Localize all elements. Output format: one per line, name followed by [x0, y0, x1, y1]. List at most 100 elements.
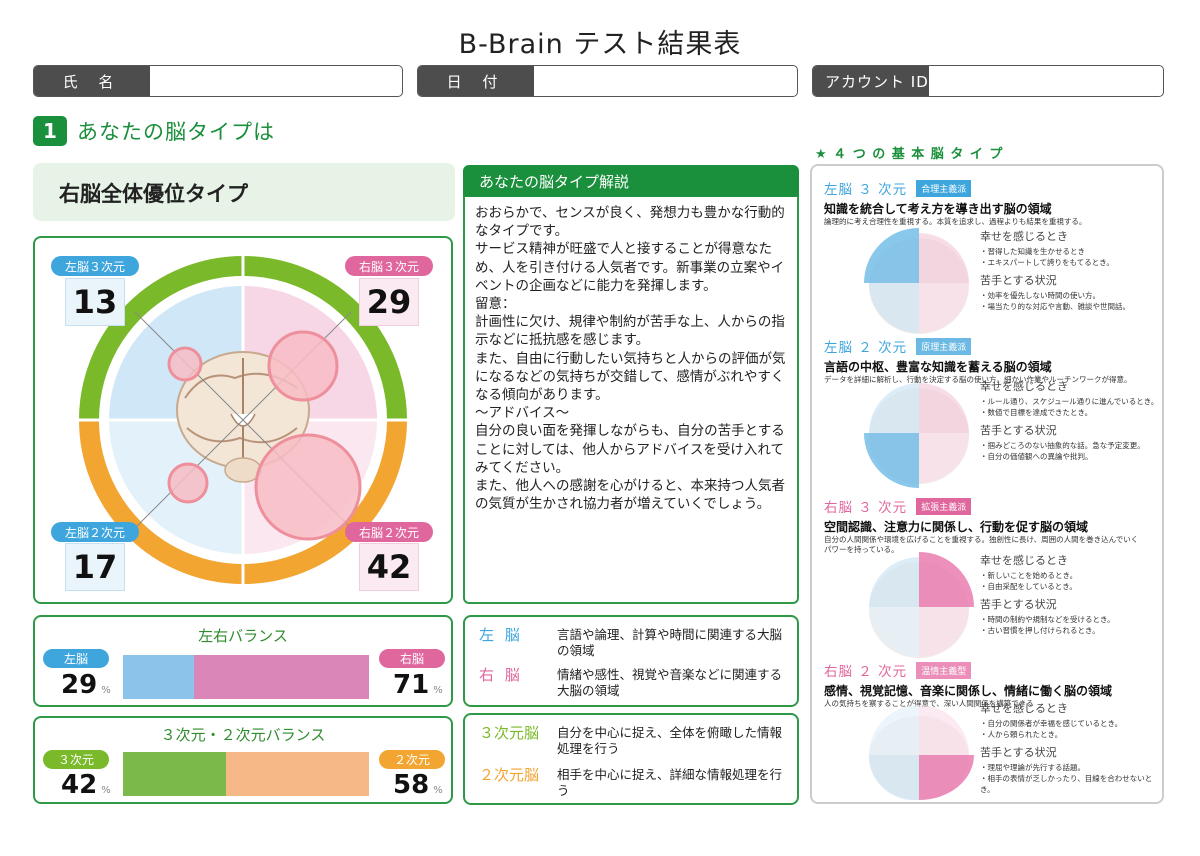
- mini-brain-right3: [869, 552, 974, 658]
- name-label: 氏 名: [34, 66, 150, 96]
- basic-type-summary: 論理的に考え合理性を重視する。本質を追求し、過程よりも結果を重視する。: [824, 217, 1087, 226]
- description-heading: あなたの脳タイプ解説: [463, 165, 799, 197]
- date-label: 日 付: [418, 66, 534, 96]
- happy-label: 幸せを感じるとき: [980, 702, 1068, 715]
- basic-types-panel: 左脳 ３ 次元 合理主義派 知識を統合して考え方を導き出す脳の領域 論理的に考え…: [810, 164, 1164, 804]
- weak-item: ・自分の価値観への異論や批判。: [980, 452, 1093, 461]
- brain-quadrant-chart: [79, 256, 407, 584]
- weak-item: ・時間の制約や規制などを受けるとき。: [980, 615, 1115, 624]
- basic-type-right2: 右脳 ２ 次元 温情主義型 感情、視覚記憶、音楽に関係し、情緒に働く脳の領域 人…: [824, 660, 1160, 800]
- happy-label: 幸せを感じるとき: [980, 554, 1068, 567]
- happy-label: 幸せを感じるとき: [980, 380, 1068, 393]
- right-brain-pill: 右脳: [379, 649, 445, 668]
- dim-balance-bar: [123, 752, 369, 796]
- section-number: 1: [33, 116, 67, 146]
- basic-type-summary: 自分の人間関係や環境を広げることを重視する。独創性に長け、周囲の人間を巻き込んで…: [824, 535, 1139, 554]
- basic-type-tag: 温情主義型: [916, 662, 972, 679]
- mini-brain-left2: [864, 383, 969, 488]
- three-d-percent: 42%: [61, 770, 111, 800]
- mini-brain-left3: [864, 228, 969, 334]
- basic-type-weak: 苦手とする状況 ・効率を優先しない時間の使い方。 ・場当たり的な対応や言動、雑談…: [980, 272, 1160, 312]
- name-field[interactable]: 氏 名: [33, 65, 403, 97]
- basic-type-headline: 言語の中枢、豊富な知識を蓄える脳の領域: [824, 360, 1052, 374]
- happy-item: ・習得した知識を生かせるとき: [980, 247, 1085, 256]
- right2-label: 右脳２次元: [345, 522, 433, 542]
- basic-type-headline: 感情、視覚記憶、音楽に関係し、情緒に働く脳の領域: [824, 684, 1113, 698]
- lr-balance-left-fill: [123, 655, 195, 699]
- basic-type-weak: 苦手とする状況 ・理屈や理論が先行する話題。 ・相手の表情が乏しかったり、目線を…: [980, 744, 1160, 795]
- two-d-pill: ２次元: [379, 750, 445, 769]
- left-brain-definition: 左 脳 言語や論理、計算や時間に関連する大脳の領域: [479, 627, 789, 659]
- description-panel: おおらかで、センスが良く、発想力も豊かな行動的なタイプです。 サービス精神が旺盛…: [463, 196, 799, 604]
- section-title: あなたの脳タイプは: [77, 120, 275, 144]
- two-d-key: ２次元脳: [479, 766, 540, 784]
- date-input[interactable]: [534, 66, 797, 96]
- three-d-key: ３次元脳: [479, 724, 540, 742]
- basic-type-left2: 左脳 ２ 次元 原理主義派 言語の中枢、豊富な知識を蓄える脳の領域 データを詳細…: [824, 336, 1160, 488]
- section-heading: 1 あなたの脳タイプは: [33, 116, 275, 146]
- basic-type-name: 右脳 ２ 次元: [824, 664, 908, 680]
- dim-balance-2d-fill: [226, 752, 369, 796]
- basic-type-weak: 苦手とする状況 ・時間の制約や規制などを受けるとき。 ・古い習慣を押し付けられる…: [980, 596, 1160, 636]
- basic-type-happy: 幸せを感じるとき ・自分の関係者が幸福を感じているとき。 ・人から頼られたとき。: [980, 700, 1160, 740]
- weak-item: ・効率を優先しない時間の使い方。: [980, 291, 1100, 300]
- three-d-pill: ３次元: [43, 750, 109, 769]
- two-d-definition: ２次元脳 相手を中心に捉え、詳細な情報処理を行う: [479, 767, 789, 799]
- basic-type-left3: 左脳 ３ 次元 合理主義派 知識を統合して考え方を導き出す脳の領域 論理的に考え…: [824, 178, 1160, 334]
- weak-item: ・場当たり的な対応や言動、雑談や世間話。: [980, 302, 1130, 311]
- name-input[interactable]: [150, 66, 402, 96]
- left-brain-percent: 29%: [61, 670, 111, 700]
- happy-item: ・自由采配をしているとき。: [980, 582, 1077, 591]
- left-brain-text: 言語や論理、計算や時間に関連する大脳の領域: [557, 627, 783, 658]
- basic-type-tag: 原理主義派: [916, 338, 972, 355]
- mini-brain-right2: [868, 705, 974, 800]
- basic-type-tag: 合理主義派: [916, 180, 972, 197]
- basic-types-heading: ★ ４ つ の 基 本 脳 タ イ プ: [815, 147, 1004, 162]
- left3-score-circle: [167, 346, 203, 382]
- right3-label: 右脳３次元: [345, 256, 433, 276]
- left2-label: 左脳２次元: [51, 522, 139, 542]
- right-brain-text: 情緒や感性、視覚や音楽などに関連する大脳の領域: [557, 667, 783, 698]
- happy-item: ・人から頼られたとき。: [980, 730, 1063, 739]
- lr-balance-title: 左右バランス: [198, 627, 288, 645]
- basic-type-name: 左脳 ２ 次元: [824, 340, 908, 356]
- left3-label: 左脳３次元: [51, 256, 139, 276]
- right3-score: 29: [359, 278, 419, 326]
- account-field[interactable]: アカウント ID: [812, 65, 1164, 97]
- basic-type-happy: 幸せを感じるとき ・習得した知識を生かせるとき ・エキスパートして誇りをもてると…: [980, 228, 1160, 268]
- brain-type-name: 右脳全体優位タイプ: [59, 182, 248, 206]
- weak-item: ・相手の表情が乏しかったり、目線を合わせないとき。: [980, 774, 1153, 794]
- weak-label: 苦手とする状況: [980, 746, 1057, 759]
- lr-balance-bar: [123, 655, 369, 699]
- lr-balance-right-fill: [194, 655, 369, 699]
- right-brain-definition: 右 脳 情緒や感性、視覚や音楽などに関連する大脳の領域: [479, 667, 789, 699]
- weak-label: 苦手とする状況: [980, 424, 1057, 437]
- right2-score: 42: [359, 543, 419, 591]
- account-input[interactable]: [929, 66, 1163, 96]
- left2-score-circle: [167, 462, 209, 504]
- two-d-percent: 58%: [393, 770, 443, 800]
- page-title: B-Brain テスト結果表: [458, 29, 742, 60]
- basic-type-weak: 苦手とする状況 ・掴みどころのない抽象的な話。急な予定変更。 ・自分の価値観への…: [980, 422, 1160, 462]
- date-field[interactable]: 日 付: [417, 65, 798, 97]
- three-d-text: 自分を中心に捉え、全体を俯瞰した情報処理を行う: [557, 725, 783, 756]
- basic-type-happy: 幸せを感じるとき ・新しいことを始めるとき。 ・自由采配をしているとき。: [980, 552, 1160, 592]
- happy-item: ・ルール通り、スケジュール通りに進んでいるとき。: [980, 397, 1159, 406]
- three-d-definition: ３次元脳 自分を中心に捉え、全体を俯瞰した情報処理を行う: [479, 725, 789, 757]
- two-d-text: 相手を中心に捉え、詳細な情報処理を行う: [557, 767, 783, 798]
- lr-balance-panel: 左右バランス 左脳 29% 右脳 71%: [33, 615, 453, 707]
- basic-type-right3: 右脳 ３ 次元 拡張主義派 空間認識、注意力に関係し、行動を促す脳の領域 自分の…: [824, 496, 1160, 658]
- left2-score: 17: [65, 543, 125, 591]
- weak-label: 苦手とする状況: [980, 274, 1057, 287]
- dim-balance-panel: ３次元・２次元バランス ３次元 42% ２次元 58%: [33, 716, 453, 804]
- left3-score: 13: [65, 278, 125, 326]
- happy-item: ・数値で目標を達成できたとき。: [980, 408, 1093, 417]
- right3-score-circle: [267, 330, 339, 402]
- dim-definitions-panel: ３次元脳 自分を中心に捉え、全体を俯瞰した情報処理を行う ２次元脳 相手を中心に…: [463, 713, 799, 805]
- left-brain-pill: 左脳: [43, 649, 109, 668]
- basic-type-summary: 人の気持ちを察することが得意で、深い人間関係を構築できる: [824, 699, 1034, 708]
- basic-type-name: 右脳 ３ 次元: [824, 500, 908, 516]
- basic-type-tag: 拡張主義派: [916, 498, 972, 515]
- dim-balance-title: ３次元・２次元バランス: [160, 726, 326, 744]
- brain-chart-panel: 左脳３次元 13 右脳３次元 29 左脳２次元 17 右脳２次元 42: [33, 236, 453, 604]
